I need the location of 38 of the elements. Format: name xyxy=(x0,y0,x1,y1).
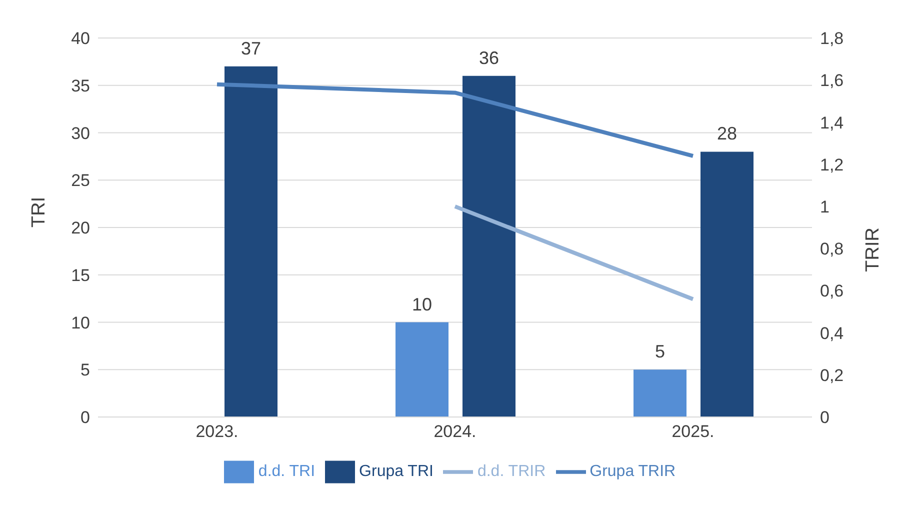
y-tick-label: 5 xyxy=(80,360,90,380)
y2-tick-label: 1,4 xyxy=(820,113,844,132)
data-label: 5 xyxy=(654,342,666,362)
y-tick-label: 10 xyxy=(71,313,90,332)
y2-tick-label: 0,2 xyxy=(820,366,844,385)
bar xyxy=(634,370,686,417)
y2-tick-label: 1 xyxy=(820,197,830,216)
y2-axis-title: TRIR xyxy=(862,228,884,272)
y-tick-label: 35 xyxy=(71,76,90,96)
data-label: 36 xyxy=(478,48,500,68)
legend-label: Grupa TRI xyxy=(359,463,434,480)
data-label: 28 xyxy=(716,124,738,144)
y2-tick-label: 1,2 xyxy=(820,155,844,174)
bar xyxy=(462,76,516,417)
bar xyxy=(700,152,754,417)
y-tick-label: 40 xyxy=(71,29,90,48)
y-tick-label: 25 xyxy=(71,171,90,190)
y-tick-label: 30 xyxy=(71,124,90,143)
bar xyxy=(224,66,278,417)
y-tick-label: 15 xyxy=(71,266,90,285)
y-axis-title: TRI xyxy=(28,196,50,228)
legend-label: d.d. TRI xyxy=(258,463,316,480)
y2-tick-label: 0,4 xyxy=(820,324,844,343)
y2-tick-label: 0 xyxy=(820,408,830,428)
x-tick-label: 2023. xyxy=(196,422,238,442)
legend-label: Grupa TRIR xyxy=(590,463,676,480)
y2-tick-label: 1,6 xyxy=(820,71,844,90)
legend-label: d.d. TRIR xyxy=(477,463,546,480)
x-tick-label: 2024. xyxy=(434,422,476,442)
y-tick-label: 0 xyxy=(80,408,90,428)
y-tick-label: 20 xyxy=(71,218,90,238)
bar xyxy=(396,322,448,417)
data-label: 10 xyxy=(412,294,432,314)
y2-tick-label: 0,8 xyxy=(820,240,844,259)
y2-tick-label: 0,6 xyxy=(820,282,844,301)
data-label: 37 xyxy=(240,38,262,58)
y2-tick-label: 1,8 xyxy=(820,29,844,48)
x-tick-label: 2025. xyxy=(672,422,714,442)
